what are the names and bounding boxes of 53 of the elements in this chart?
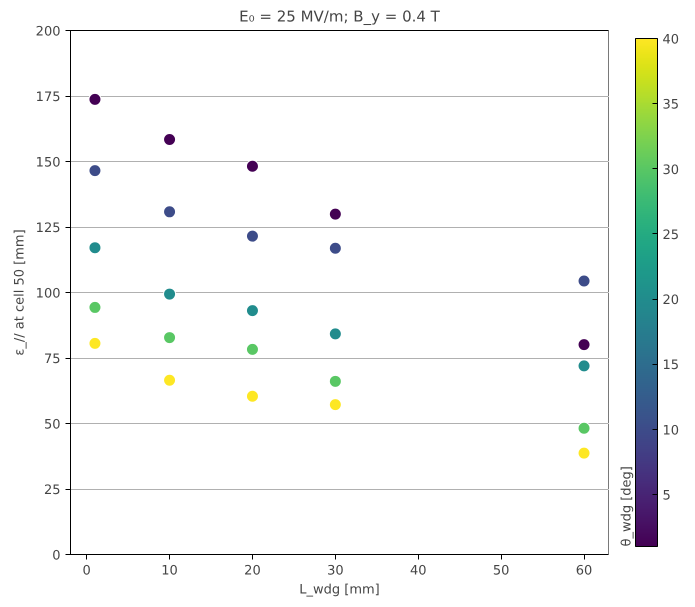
point	[328, 398, 342, 412]
color-bar-label: 10	[662, 423, 680, 438]
point	[163, 374, 176, 387]
x-tick-label: 30	[327, 564, 344, 578]
point	[163, 133, 176, 146]
point	[88, 336, 102, 350]
y-tick-label: 200	[36, 24, 61, 40]
x-tick-label: 0	[82, 564, 91, 578]
y-tick-label: 150	[36, 156, 61, 170]
color-bar-label: 30	[662, 162, 680, 178]
point	[163, 288, 176, 301]
x-tick-label: 20	[244, 564, 261, 578]
x-tick-label: 10	[161, 564, 178, 578]
x-tick-label: 50	[492, 564, 510, 578]
y-axis-title: ε_// at cell 50 [mm]	[12, 229, 28, 356]
color-bar-label: 25	[662, 228, 680, 243]
point	[88, 164, 102, 178]
y-tick-label: 25	[44, 483, 61, 498]
color-bar-label: 15	[662, 358, 680, 374]
y-tick-label: 175	[36, 90, 61, 105]
point	[578, 359, 591, 372]
point	[246, 230, 259, 243]
y-tick-label: 50	[44, 418, 61, 432]
point	[88, 300, 102, 314]
chart-title: E₀ = 25 MV/m; B_y = 0.4 T	[239, 8, 441, 26]
point	[328, 327, 342, 340]
color-bar-label: 40	[662, 32, 680, 48]
y-tick-label: 75	[44, 352, 61, 367]
point	[88, 92, 102, 106]
y-tick-label: 125	[36, 221, 61, 236]
point	[578, 446, 591, 460]
y-tick-label: 100	[36, 286, 61, 302]
point	[163, 331, 176, 344]
color-bar-label: 5	[662, 488, 671, 504]
point	[246, 160, 259, 173]
color-bar-label: 20	[662, 293, 680, 308]
point	[328, 242, 342, 255]
color-bar-title: θ_wdg [deg]	[620, 466, 634, 546]
x-axis-title: L_wdg [mm]	[299, 582, 380, 598]
color-bar-label: 35	[662, 98, 680, 113]
x-tick-label: 40	[410, 564, 427, 578]
point	[246, 342, 259, 356]
x-tick-label: 60	[576, 564, 592, 578]
point	[328, 374, 342, 388]
point	[328, 208, 342, 221]
point	[578, 422, 591, 435]
point	[246, 304, 259, 318]
point	[163, 205, 176, 218]
point	[578, 338, 591, 352]
point	[88, 241, 102, 254]
y-tick-label: 0	[52, 548, 61, 564]
point	[246, 390, 259, 403]
point	[578, 274, 591, 288]
